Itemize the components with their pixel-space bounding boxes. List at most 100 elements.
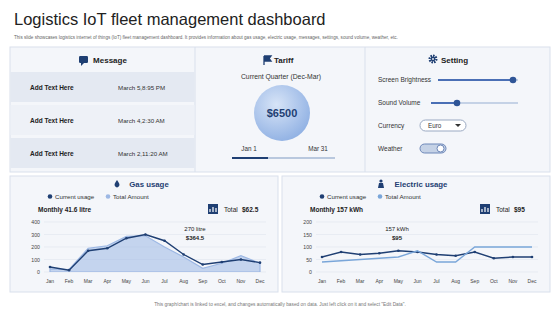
message-time: March 5,8:95 PM (118, 84, 165, 91)
tariff-track (232, 157, 335, 159)
x-tick-label: Jan (318, 278, 326, 284)
slider-track (431, 102, 518, 104)
y-tick-label: 200 (303, 219, 312, 225)
x-tick-label: Sep (198, 278, 207, 284)
legend-swatch (378, 194, 383, 199)
x-tick-label: Jun (141, 278, 149, 284)
legend-label: Total Amount (385, 193, 421, 200)
section-title: Setting (441, 56, 468, 65)
series-marker (221, 261, 224, 264)
setting-label: Weather (378, 145, 403, 152)
tariff-amount: $6500 (267, 107, 298, 119)
gear (431, 57, 436, 62)
total-label: Total (496, 206, 510, 213)
monthly-label: Monthly 157 kWh (310, 206, 363, 214)
x-tick-label: Apr (103, 278, 111, 284)
x-tick-label: Jul (161, 278, 167, 284)
slider-track (438, 79, 518, 81)
x-tick-label: Jul (433, 278, 439, 284)
total-icon (482, 207, 488, 212)
x-tick-label: Aug (451, 278, 460, 284)
slider-fill (431, 102, 457, 104)
series-marker (106, 247, 109, 250)
x-tick-label: Oct (490, 278, 498, 284)
plot (49, 233, 262, 272)
x-tick-label: Mar (84, 278, 93, 284)
currency-value: Euro (428, 122, 442, 129)
weather-toggle[interactable] (420, 144, 446, 153)
chart: Gas usageCurrent usageTotal AmountMonthl… (31, 180, 266, 284)
series-marker (182, 253, 185, 256)
legend-swatch (48, 194, 53, 199)
x-tick-label: Sep (470, 278, 479, 284)
series-marker (144, 233, 147, 236)
y-tick-label: 150 (303, 232, 312, 238)
y-tick-label: 400 (31, 219, 40, 225)
series-marker (68, 269, 71, 272)
annotation: 157 kWh (385, 226, 409, 232)
series-marker (321, 256, 324, 259)
message-row (11, 105, 195, 135)
divider (195, 47, 196, 172)
x-tick-label: Feb (65, 278, 74, 284)
message-time: March 4,2:30 AM (118, 117, 165, 124)
electric-icon (379, 179, 382, 182)
legend-swatch (106, 194, 111, 199)
x-tick-label: Nov (236, 278, 245, 284)
x-tick-label: Aug (179, 278, 188, 284)
gas-icon (115, 180, 120, 188)
slider-fill (438, 79, 513, 81)
series-marker (240, 258, 243, 261)
x-tick-label: Apr (375, 278, 383, 284)
series-marker (125, 237, 128, 240)
footer: This graph/chart is linked to excel, and… (154, 302, 406, 307)
x-tick-label: May (122, 278, 132, 284)
annotation: $95 (392, 235, 403, 241)
series-marker (378, 252, 381, 255)
series-line (50, 235, 260, 271)
series-marker (49, 266, 52, 269)
top-panel (10, 47, 550, 172)
tariff-start: Jan 1 (241, 145, 257, 152)
grid-line (44, 234, 266, 235)
message-time: March 2,11:20 AM (118, 150, 168, 157)
x-tick-label: Dec (528, 278, 537, 284)
annotation: $364.5 (186, 235, 205, 241)
tariff-progress (232, 157, 268, 159)
message-icon (81, 63, 84, 66)
message-text: Add Text Here (30, 117, 74, 124)
series-marker (473, 251, 476, 254)
legend-label: Total Amount (113, 193, 149, 200)
gear (432, 58, 434, 60)
series-marker (201, 263, 204, 266)
title: Logistics IoT fleet management dashboard (14, 10, 326, 28)
tariff-circle (254, 85, 310, 141)
series-marker (397, 249, 400, 252)
y-tick-label: 100 (31, 257, 40, 263)
grid-line (44, 222, 266, 223)
total-icon (480, 204, 490, 214)
legend-label: Current usage (55, 193, 95, 200)
x-tick-label: Mar (356, 278, 365, 284)
x-tick-label: Oct (218, 278, 226, 284)
dashboard: Logistics IoT fleet management dashboard… (0, 0, 560, 315)
legend-swatch (320, 194, 325, 199)
currency-select[interactable] (420, 120, 466, 131)
y-tick-label: 300 (31, 232, 40, 238)
chart: Electric usageCurrent usageTotal AmountM… (303, 179, 538, 284)
series-marker (454, 254, 457, 257)
message-row (11, 72, 195, 102)
message-row (11, 138, 195, 168)
series-marker (359, 253, 362, 256)
y-tick-label: 50 (306, 257, 312, 263)
select-arrow (455, 124, 461, 127)
slider-knob[interactable] (510, 77, 517, 84)
grid-line (316, 234, 538, 235)
series-area (50, 236, 260, 272)
setting-label: Screen Brightness (378, 76, 432, 84)
tariff-end: Mar 31 (308, 145, 328, 152)
subtitle: This slide showcases logistics internet … (14, 35, 398, 40)
chart-panel (282, 176, 550, 292)
gear (430, 56, 437, 63)
slider-knob[interactable] (454, 100, 461, 107)
